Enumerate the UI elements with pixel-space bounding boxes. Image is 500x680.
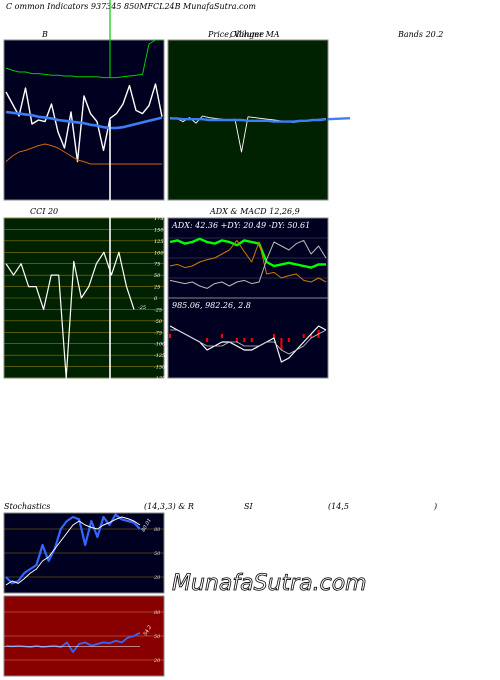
stoch-tick-label: 50 xyxy=(154,551,161,557)
stoch-k-line xyxy=(5,513,141,585)
rsi-tick-label: 20 xyxy=(153,658,161,664)
stoch-tick-label: 80 xyxy=(154,527,161,533)
macd-plot xyxy=(169,325,327,363)
rsi-plot: 80 50 20 xyxy=(4,610,164,664)
adx-readout: ADX: 42.36 +DY: 20.49 -DY: 50.61 xyxy=(171,221,310,230)
cci-tick-label: -150 xyxy=(154,365,166,371)
price-ma-title-c: Bands 20.2 xyxy=(397,30,443,39)
adx-plus-di-line xyxy=(169,239,327,283)
bollinger-panel xyxy=(3,39,165,201)
bollinger-upper-band-line xyxy=(5,39,162,79)
cci-tick-label: -50 xyxy=(154,319,163,325)
cci-tick-label: -175 xyxy=(154,376,165,382)
macd-readout: 985.06, 982.26, 2.8 xyxy=(172,301,251,310)
cci-tick-label: -100 xyxy=(154,342,166,348)
bollinger-middle-band-line xyxy=(5,110,163,130)
stoch-tick-label: 20 xyxy=(153,575,161,581)
cci-tick-label: 100 xyxy=(154,250,164,256)
bollinger-lower-band-line xyxy=(5,143,162,165)
price-ma-title-b: Ollinger MA xyxy=(230,30,280,39)
macd-signal-line xyxy=(170,329,327,355)
stoch-title-b: (14,3,3) & R xyxy=(144,502,194,511)
price-ma-extension-line xyxy=(327,117,351,121)
watermark: MunafaSutra.com xyxy=(172,571,367,596)
cci-tick-label: 50 xyxy=(154,273,161,279)
cci-tick-label: 175 xyxy=(154,216,164,222)
cci-plot: 175 150 125 100 75 50 25 0 -25 -50 -75 -100 -125 -150… xyxy=(4,216,166,382)
cci-tick-label: 75 xyxy=(154,262,160,268)
adx-plot xyxy=(168,237,328,289)
stoch-title-d: (14,5 xyxy=(328,502,349,511)
cci-tick-label: 150 xyxy=(154,227,164,233)
rsi-tick-label: 50 xyxy=(154,634,161,640)
macd-panel xyxy=(167,297,329,379)
stochastics-plot: 80 50 20 xyxy=(4,513,164,586)
adx-minus-di-line xyxy=(169,239,327,289)
price-ma-plot xyxy=(169,115,351,153)
cci-tick-label: -75 xyxy=(154,330,162,336)
cci-tick-label: -125 xyxy=(154,353,165,359)
cci-tick-label: -25 xyxy=(154,307,162,313)
cci-tick-label: 125 xyxy=(154,239,164,245)
rsi-value: 54.2 xyxy=(143,624,154,637)
price-ma-title-a: Price, Volume xyxy=(207,30,264,39)
rsi-line xyxy=(5,632,141,653)
rsi-tick-label: 80 xyxy=(154,610,161,616)
cci-tick-label: 0 xyxy=(154,296,158,302)
cci-tick-label: 25 xyxy=(153,285,160,291)
adx-adx-line xyxy=(169,237,326,269)
stoch-d-line xyxy=(5,516,141,586)
bollinger-title: B xyxy=(41,30,48,39)
bollinger-price-line xyxy=(5,83,163,163)
cci-last-value: -25 xyxy=(138,305,146,311)
page-title: C ommon Indicators 937345 850MFCL24B Mun… xyxy=(6,2,256,11)
price-ma-ma-line xyxy=(170,117,327,123)
stoch-title-c: SI xyxy=(244,502,253,511)
cci-line xyxy=(5,251,135,379)
adx-macd-title: ADX & MACD 12,26,9 xyxy=(209,207,300,216)
bollinger-plot xyxy=(5,39,163,165)
stoch-title-e: ) xyxy=(433,502,437,511)
cci-title: CCI 20 xyxy=(30,207,58,216)
stoch-title-a: Stochastics xyxy=(4,502,50,511)
